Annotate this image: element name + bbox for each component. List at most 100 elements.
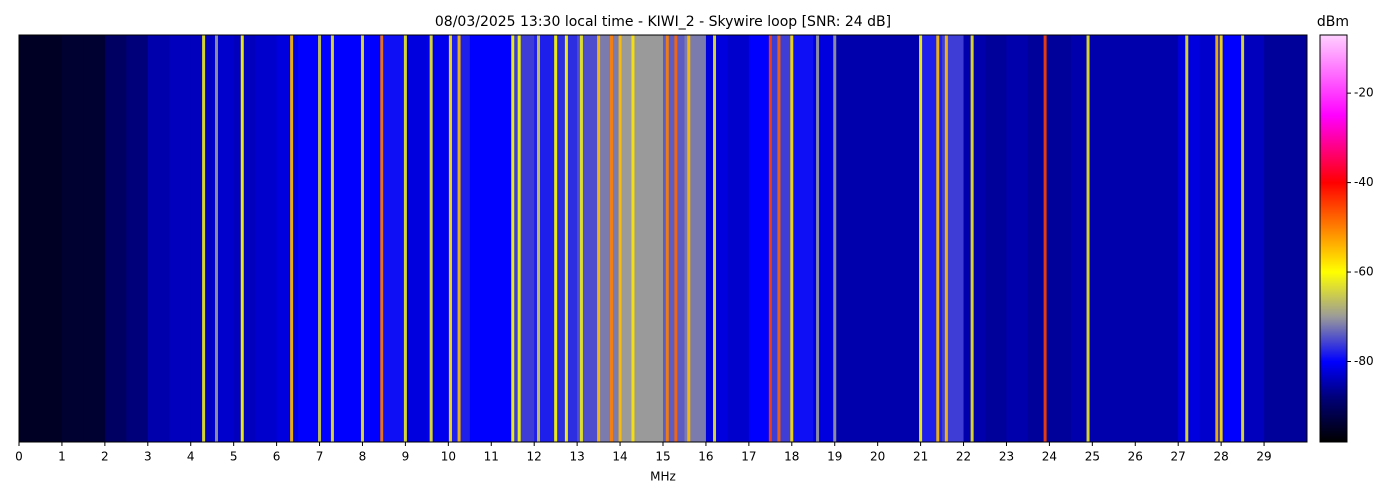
- signal-line: [517, 35, 521, 442]
- signal-line: [970, 35, 974, 442]
- x-tick-label: 19: [827, 450, 842, 464]
- band: [620, 35, 643, 442]
- x-tick-label: 24: [1042, 450, 1057, 464]
- signal-line: [1241, 35, 1245, 442]
- band: [1135, 35, 1158, 442]
- x-tick-label: 25: [1085, 450, 1100, 464]
- x-tick-label: 7: [316, 450, 324, 464]
- x-tick-label: 10: [441, 450, 456, 464]
- x-tick-label: 6: [273, 450, 281, 464]
- band: [1006, 35, 1029, 442]
- signal-line: [330, 35, 334, 442]
- band: [834, 35, 857, 442]
- x-tick-label: 21: [913, 450, 928, 464]
- x-tick-label: 28: [1213, 450, 1228, 464]
- signal-line: [665, 35, 669, 442]
- band: [512, 35, 535, 442]
- band: [1285, 35, 1308, 442]
- x-tick-label: 18: [784, 450, 799, 464]
- band: [341, 35, 363, 442]
- band: [727, 35, 750, 442]
- x-tick-label: 17: [741, 450, 756, 464]
- x-tick-label: 23: [999, 450, 1014, 464]
- band: [899, 35, 922, 442]
- signal-line: [1185, 35, 1189, 442]
- band: [126, 35, 149, 442]
- signal-line: [944, 35, 948, 442]
- signal-line: [511, 35, 515, 442]
- x-tick-label: 27: [1171, 450, 1186, 464]
- signal-line: [536, 35, 540, 442]
- band: [190, 35, 213, 442]
- band: [1264, 35, 1287, 442]
- x-axis-label: MHz: [650, 470, 676, 484]
- signal-line: [448, 35, 452, 442]
- x-tick-label: 26: [1128, 450, 1143, 464]
- colorbar-tick-label: -60: [1354, 265, 1374, 279]
- signal-line: [936, 35, 940, 442]
- signal-line: [919, 35, 923, 442]
- signal-line: [609, 35, 613, 442]
- x-tick-label: 1: [58, 450, 66, 464]
- signal-line: [457, 35, 461, 442]
- band: [1221, 35, 1244, 442]
- signal-line: [214, 35, 218, 442]
- signal-line: [1043, 35, 1047, 442]
- signal-line: [429, 35, 433, 442]
- band: [83, 35, 106, 442]
- band: [61, 35, 84, 442]
- band: [1113, 35, 1136, 442]
- signal-line: [768, 35, 772, 442]
- x-tick-label: 5: [230, 450, 238, 464]
- signal-line: [564, 35, 568, 442]
- band: [319, 35, 342, 442]
- signal-line: [713, 35, 717, 442]
- band: [856, 35, 879, 442]
- band: [1242, 35, 1265, 442]
- x-tick-label: 2: [101, 450, 109, 464]
- colorbar-tick-label: -80: [1354, 354, 1374, 368]
- band: [298, 35, 321, 442]
- signal-line: [579, 35, 583, 442]
- band: [405, 35, 428, 442]
- signal-line: [631, 35, 635, 442]
- signal-line: [554, 35, 558, 442]
- signal-line: [240, 35, 244, 442]
- colorbar-tick-label: -40: [1354, 175, 1374, 189]
- signal-line: [202, 35, 206, 442]
- signal-line: [403, 35, 407, 442]
- signal-line: [360, 35, 364, 442]
- signal-line: [618, 35, 622, 442]
- band: [705, 35, 728, 442]
- x-tick-label: 14: [612, 450, 627, 464]
- x-tick-label: 20: [870, 450, 885, 464]
- band: [770, 35, 793, 442]
- colorbar-label: dBm: [1317, 14, 1349, 30]
- band: [147, 35, 170, 442]
- band: [1092, 35, 1115, 442]
- band: [1178, 35, 1201, 442]
- band: [491, 35, 514, 442]
- signal-line: [833, 35, 837, 442]
- signal-line: [1219, 35, 1223, 442]
- signal-line: [290, 35, 294, 442]
- band: [469, 35, 492, 442]
- signal-line: [674, 35, 678, 442]
- band: [255, 35, 278, 442]
- colorbar-tick-label: -20: [1354, 86, 1374, 100]
- signal-line: [380, 35, 384, 442]
- x-tick-label: 15: [655, 450, 670, 464]
- band: [641, 35, 664, 442]
- band: [598, 35, 621, 442]
- signal-line: [597, 35, 601, 442]
- signal-line: [687, 35, 691, 442]
- band: [1156, 35, 1179, 442]
- x-tick-label: 22: [956, 450, 971, 464]
- band: [791, 35, 814, 442]
- signal-line: [1086, 35, 1090, 442]
- band: [169, 35, 192, 442]
- x-tick-label: 11: [484, 450, 499, 464]
- x-tick-label: 4: [187, 450, 195, 464]
- band: [877, 35, 900, 442]
- band: [985, 35, 1007, 442]
